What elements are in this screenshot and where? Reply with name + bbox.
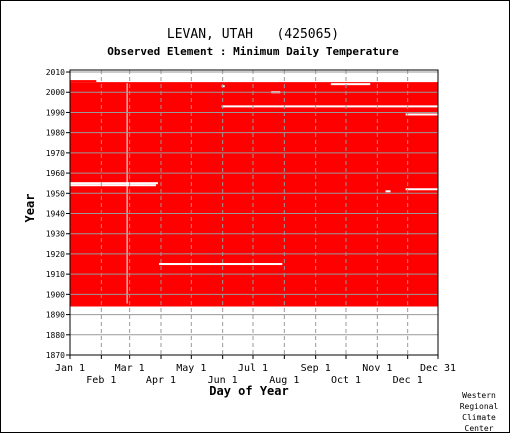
missing-record-gap	[158, 263, 283, 266]
y-tick-label: 1930	[46, 230, 65, 239]
missing-record-gap	[330, 83, 371, 86]
y-tick-label: 2010	[46, 68, 65, 77]
data-record-block	[70, 82, 438, 307]
y-tick-label: 1870	[46, 351, 65, 360]
x-tick-label: Jun 1	[208, 375, 238, 386]
missing-record-gap	[405, 113, 438, 116]
chart-title: LEVAN, UTAH (425065)	[167, 27, 339, 42]
x-tick-label: Dec 1	[393, 375, 423, 386]
x-tick-label: Jan 1	[55, 363, 85, 374]
x-tick-label: Nov 1	[362, 363, 392, 374]
missing-record-gap	[70, 184, 156, 187]
missing-record-gap	[385, 190, 391, 193]
y-tick-label: 1980	[46, 129, 65, 138]
chart-subtitle: Observed Element : Minimum Daily Tempera…	[107, 45, 399, 58]
x-tick-label: Sep 1	[301, 363, 331, 374]
credit-text: Western Regional Climate Center	[452, 390, 506, 434]
plot-border	[69, 69, 439, 356]
x-tick-label: Feb 1	[86, 375, 116, 386]
x-tick-label: Mar 1	[115, 363, 145, 374]
y-tick-label: 1890	[46, 311, 65, 320]
missing-record-gap	[405, 188, 438, 191]
x-tick-label: May 1	[176, 363, 206, 374]
plot-area: 1870 1880 1890 1900 1910 1920 1930 1940 1950 1960…	[46, 68, 456, 386]
missing-record-gap	[221, 105, 438, 108]
y-tick-label: 1900	[46, 290, 65, 299]
y-tick-label: 1880	[46, 331, 65, 340]
x-tick-label: Dec 31	[420, 363, 456, 374]
y-tick-label: 1910	[46, 270, 65, 279]
missing-record-gap	[70, 182, 158, 185]
credit-line: Regional	[459, 402, 499, 411]
y-tick-label: 2000	[46, 88, 65, 97]
y-tick-label: 1940	[46, 210, 65, 219]
x-tick-label: Apr 1	[146, 375, 176, 386]
y-axis-label: Year	[23, 194, 37, 223]
y-tick-label: 1970	[46, 149, 65, 158]
y-tick-label: 1950	[46, 189, 65, 198]
y-tick-label: 1920	[46, 250, 65, 259]
x-axis-label: Day of Year	[209, 384, 288, 398]
data-record-block	[70, 80, 97, 83]
credit-line: Center	[464, 424, 494, 433]
x-tick-label: Jul 1	[238, 363, 268, 374]
x-tick-label: Oct 1	[331, 375, 361, 386]
missing-record-gap	[221, 85, 225, 88]
y-tick-label: 1990	[46, 108, 65, 117]
credit-line: Climate	[462, 413, 496, 422]
x-tick-label: Aug 1	[269, 375, 299, 386]
y-tick-label: 1960	[46, 169, 65, 178]
credit-line: Western	[462, 391, 496, 400]
